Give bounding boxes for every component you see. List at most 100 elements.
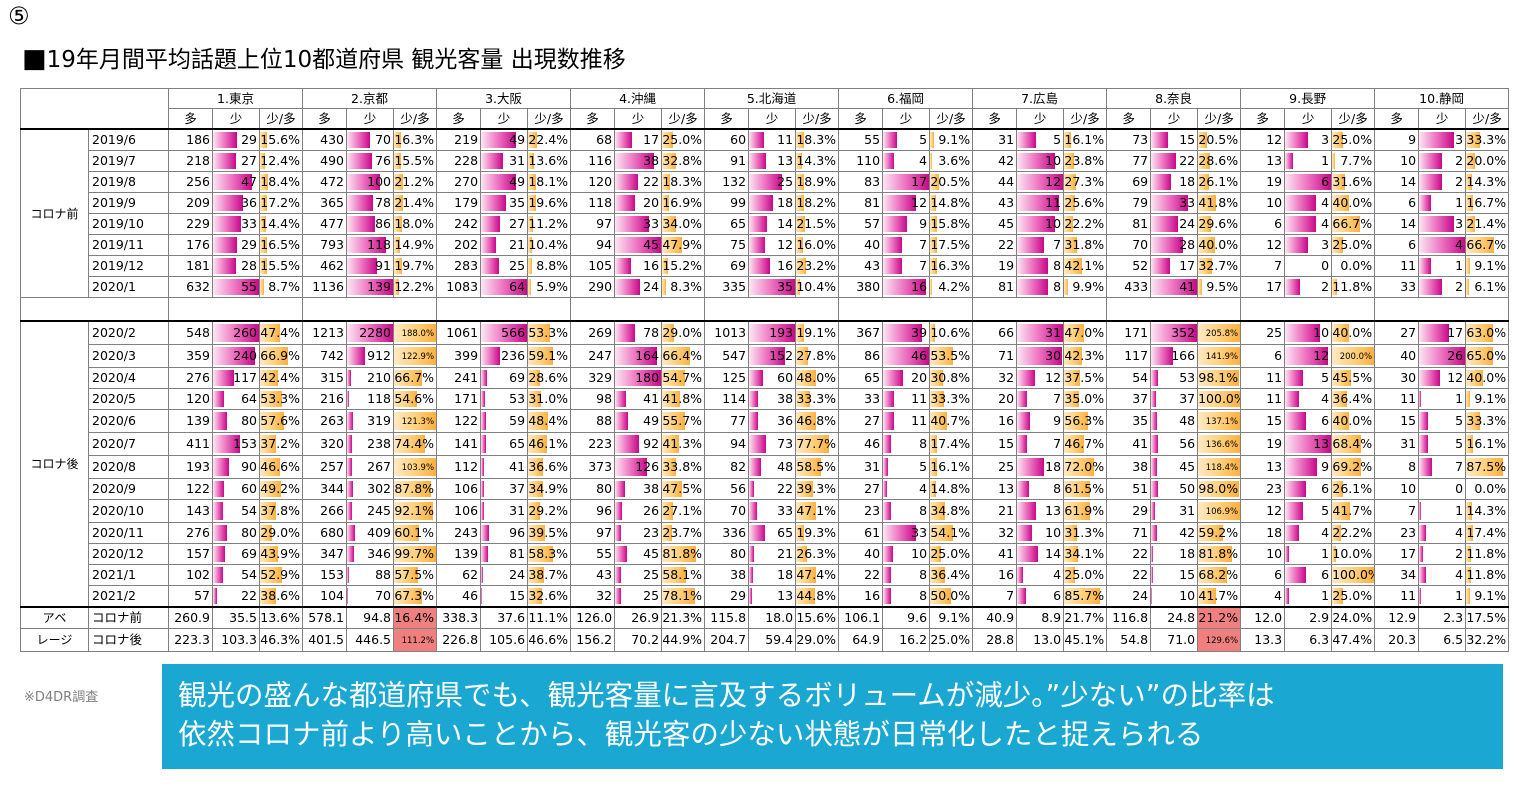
few-ratio: 13.6% <box>527 150 572 172</box>
volume-bar <box>615 153 654 169</box>
cell-value: 260.9 <box>174 609 210 625</box>
cell-value: 6.1% <box>1474 279 1507 294</box>
volume-bar <box>1017 390 1028 407</box>
ratio-bar <box>662 237 683 253</box>
few-count: 10 <box>1016 521 1065 544</box>
cell-value: 21.4% <box>1466 216 1507 231</box>
volume-bar <box>481 153 504 169</box>
cell-value: 32.8% <box>662 153 703 168</box>
many-count: 23 <box>1374 521 1420 544</box>
cell-value: 57.5% <box>394 566 435 582</box>
cell-value: 87.5% <box>1466 458 1507 474</box>
cell-value: 68 <box>596 132 613 147</box>
ratio-bar <box>930 258 937 274</box>
volume-bar <box>883 587 892 604</box>
cell-value: 176 <box>186 237 210 252</box>
many-count: 35 <box>1106 408 1152 433</box>
prefecture-header: 9.長野 <box>1240 88 1376 109</box>
average-many: 338.3 <box>436 605 482 629</box>
many-count: 1136 <box>302 276 348 298</box>
table-row: 2019/7 218 27 12.4% 490 76 15.5% 228 31 13.6% 116 3… <box>21 150 1510 172</box>
table-row: 2019/11 176 29 16.5% 793 118 14.9% 202 21 10.4% 94… <box>21 234 1510 256</box>
cell-value: 283 <box>454 258 479 273</box>
cell-value: 51 <box>1132 480 1149 496</box>
many-count: 6 <box>1374 234 1420 256</box>
average-few: 105.6 <box>480 627 529 652</box>
column-subheader: 多 <box>1374 108 1420 130</box>
ratio-bar <box>1198 566 1227 583</box>
month-label: 2020/2 <box>88 319 169 345</box>
cell-value: 43 <box>998 195 1015 210</box>
cell-value: 83 <box>864 174 881 189</box>
prefecture-header: 5.北海道 <box>704 88 840 109</box>
cell-value: 24.8 <box>1167 609 1196 625</box>
volume-bar <box>213 132 238 148</box>
many-count: 15 <box>1240 408 1286 433</box>
volume-bar <box>615 323 635 342</box>
volume-bar <box>749 174 782 190</box>
cell-value: 59.4 <box>765 631 794 647</box>
cell-value: 59.1% <box>528 347 569 363</box>
few-count: 73 <box>748 431 797 456</box>
cell-value: 122 <box>186 480 210 496</box>
month-label: 2019/8 <box>88 171 169 193</box>
few-ratio: 58.3% <box>527 542 572 565</box>
cell-value: 11 <box>911 390 928 406</box>
many-count: 270 <box>436 171 482 193</box>
few-count: 10 <box>1150 584 1199 607</box>
cell-value: 3 <box>1321 237 1330 252</box>
average-ratio: 29.0% <box>795 627 840 652</box>
volume-bar <box>615 258 632 274</box>
volume-bar <box>481 457 485 476</box>
few-count: 7 <box>1016 387 1065 410</box>
many-count: 548 <box>168 319 213 345</box>
ratio-bar <box>796 411 816 430</box>
cell-value: 179 <box>454 195 479 210</box>
volume-bar <box>347 195 373 211</box>
cell-value: 242 <box>454 216 479 231</box>
few-ratio: 41.3% <box>661 431 706 456</box>
cell-value: 26.1% <box>1198 174 1239 189</box>
average-few: 9.6 <box>882 605 931 629</box>
volume-bar <box>1017 132 1037 148</box>
ratio-bar <box>260 566 283 583</box>
cell-value: 25 <box>777 174 794 189</box>
many-count: 19 <box>1240 431 1286 456</box>
cell-value: 44.8% <box>796 587 837 603</box>
volume-bar <box>1419 279 1443 295</box>
cell-value: 71.0 <box>1167 631 1196 647</box>
cell-value: 21 <box>509 237 526 252</box>
few-count: 1 <box>1418 584 1467 607</box>
many-count: 472 <box>302 171 348 193</box>
many-count: 16 <box>972 563 1018 586</box>
volume-bar <box>347 566 349 583</box>
volume-bar <box>749 237 765 253</box>
few-ratio: 55.7% <box>661 408 706 433</box>
few-count: 80 <box>212 521 260 544</box>
cell-value: 64 <box>241 390 257 406</box>
cell-value: 27.8% <box>796 347 837 363</box>
many-count: 80 <box>570 477 616 500</box>
volume-bar <box>347 369 352 386</box>
ratio-bar <box>528 279 531 295</box>
few-count: 0 <box>1418 477 1467 500</box>
cell-value: 18.0 <box>765 609 794 625</box>
volume-bar <box>347 323 393 342</box>
cell-value: 186 <box>186 132 210 147</box>
few-count: 3 <box>1418 213 1467 235</box>
many-count: 181 <box>168 255 213 277</box>
many-count: 42 <box>972 150 1018 172</box>
cell-value: 446.5 <box>355 631 392 647</box>
few-count: 5 <box>1418 431 1467 456</box>
cell-value: 7 <box>1006 587 1015 603</box>
few-count: 24 <box>1150 213 1199 235</box>
ratio-bar <box>1198 174 1210 190</box>
cell-value: 13 <box>1313 435 1330 451</box>
cell-value: 41 <box>643 390 660 406</box>
ratio-bar <box>394 524 420 541</box>
separator-cell <box>20 297 169 321</box>
ratio-bar <box>394 346 436 365</box>
few-count: 17 <box>1418 319 1467 345</box>
few-count: 45 <box>614 542 663 565</box>
many-count: 77 <box>704 408 750 433</box>
